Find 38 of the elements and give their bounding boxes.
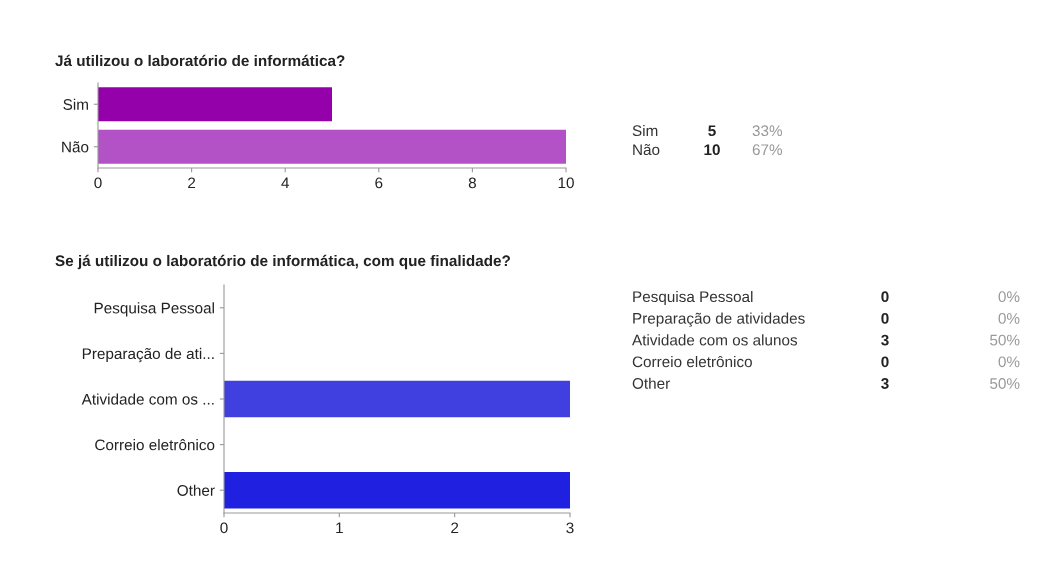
text: Sim [632,124,658,137]
x-tick-label: 2 [451,522,459,534]
chart-title: Se já utilizou o laboratório de informática, com que finalidade? [55,254,510,270]
text: Correio eletrônico [632,355,752,368]
text: 0 [881,356,889,368]
x-tick-label: 0 [94,177,102,189]
text: 67% [752,144,783,156]
text: 5 [708,125,716,137]
x-tick-label: 3 [566,522,574,534]
y-tick-label: Correio eletrônico [95,439,215,451]
x-tick-label: 0 [220,522,228,534]
y-tick-label: Other [177,484,215,496]
text: 0% [998,312,1020,324]
text: 0 [881,312,889,324]
text: 0 [881,291,889,303]
text: 33% [752,125,783,137]
text: 50% [990,378,1020,389]
x-tick-label: 4 [281,177,289,189]
text: 3 [881,334,889,346]
text: Não [633,143,660,156]
text: Preparação de atividades [633,312,805,327]
text: Pesquisa Pessoal [633,290,753,306]
x-tick-label: 2 [188,177,196,189]
x-tick-label: 6 [375,177,383,189]
y-tick-label: Pesquisa Pessoal [94,302,214,317]
x-tick-label: 8 [468,177,476,189]
text: 10 [704,144,720,156]
text: Other [632,377,670,389]
text: 50% [990,334,1020,346]
chart-title: Já utilizou o laboratório de informática? [55,54,345,67]
y-tick-label: Preparação de ati... [82,347,214,363]
text: 0% [998,356,1020,368]
text: 3 [881,378,889,389]
text: Atividade com os alunos [632,334,798,346]
text: 0% [998,291,1020,303]
y-tick-label: Atividade com os ... [81,393,214,405]
x-tick-label: 1 [336,522,343,534]
x-tick-label: 10 [558,177,574,189]
